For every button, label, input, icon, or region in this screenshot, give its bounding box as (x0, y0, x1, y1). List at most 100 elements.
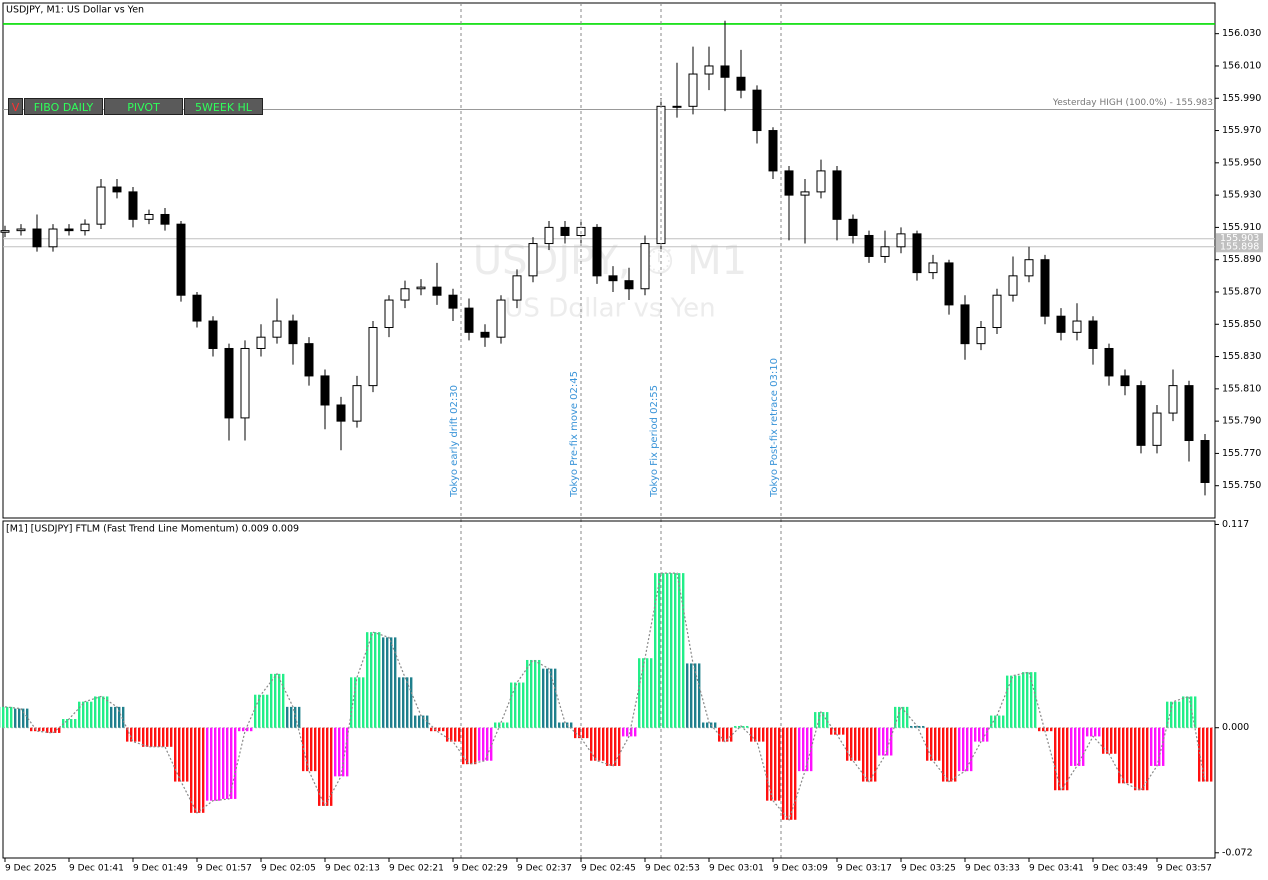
candle-body (64, 228, 74, 232)
histogram-bar (778, 727, 781, 801)
candle-body (400, 288, 410, 301)
chart-title: USDJPY, M1: US Dollar vs Yen (6, 5, 144, 16)
histogram-bar (498, 722, 501, 728)
histogram-bar (1058, 727, 1061, 791)
x-tick-label: 9 Dec 02:37 (517, 864, 572, 874)
histogram-bar (630, 727, 633, 737)
histogram-bar (1162, 727, 1165, 766)
histogram-bar (326, 727, 329, 806)
histogram-bar (966, 727, 969, 772)
histogram-bar (706, 722, 709, 728)
candle-body (32, 228, 42, 248)
histogram-bar (1170, 701, 1173, 728)
histogram-bar (674, 573, 677, 728)
histogram-bar (390, 637, 393, 728)
toolbar-button[interactable]: PIVOT (104, 98, 183, 115)
level-label: Yesterday HIGH (100.0%) - 155.983 (1052, 98, 1213, 108)
histogram-bar (322, 727, 325, 806)
histogram-bar (18, 708, 21, 728)
toolbar-button[interactable]: 5WEEK HL (184, 98, 263, 115)
candle-body (672, 105, 682, 108)
histogram-bar (866, 727, 869, 782)
histogram-bar (402, 677, 405, 728)
axis-badge-label: 155.903 (1220, 233, 1259, 244)
histogram-bar (106, 696, 109, 728)
y-tick-label: 155.770 (1222, 448, 1261, 459)
histogram-bar (1070, 727, 1073, 766)
candle-body (1008, 275, 1018, 296)
histogram-bar (482, 727, 485, 761)
x-tick-label: 9 Dec 02:53 (645, 864, 700, 874)
histogram-bar (1178, 701, 1181, 728)
candle-body (912, 233, 922, 274)
histogram-bar (1126, 727, 1129, 784)
histogram-bar (822, 712, 825, 728)
histogram-bar (1114, 727, 1117, 754)
y-tick-label: 155.930 (1222, 190, 1261, 201)
histogram-bar (842, 727, 845, 735)
histogram-bar (58, 727, 61, 733)
histogram-bar (690, 663, 693, 728)
histogram-bar (234, 727, 237, 799)
histogram-bar (342, 727, 345, 777)
histogram-bar (438, 727, 441, 732)
toolbar-button[interactable]: FIBO DAILY (24, 98, 103, 115)
histogram-bar (98, 696, 101, 728)
histogram-bar (1198, 727, 1201, 782)
histogram-bar (1082, 727, 1085, 766)
histogram-bar (474, 727, 477, 765)
histogram-bar (362, 677, 365, 728)
x-tick-label: 9 Dec 03:41 (1029, 864, 1084, 874)
momentum-line (4, 572, 1206, 821)
histogram-bar (90, 701, 93, 728)
histogram-bar (50, 727, 53, 733)
histogram-bar (466, 727, 469, 765)
histogram-bar (954, 727, 957, 782)
histogram-bar (766, 727, 769, 801)
histogram-bar (638, 658, 641, 728)
histogram-bar (606, 727, 609, 766)
histogram-bar (978, 727, 981, 742)
candle-body (384, 299, 394, 328)
histogram-bar (1046, 727, 1049, 732)
toolbar-button[interactable]: V (8, 98, 23, 115)
histogram-bar (406, 677, 409, 728)
histogram-bar (1190, 696, 1193, 728)
histogram-bar (374, 632, 377, 728)
candle-body (528, 243, 538, 277)
histogram-bar (826, 712, 829, 728)
histogram-bar (458, 727, 461, 742)
histogram-bar (714, 722, 717, 728)
candle-body (784, 170, 794, 196)
y-tick-label: 155.830 (1222, 351, 1261, 362)
histogram-bar (962, 727, 965, 772)
histogram-bar (830, 727, 833, 735)
y-tick-label: 155.970 (1222, 125, 1261, 136)
histogram-bar (670, 573, 673, 728)
histogram-bar (1078, 727, 1081, 766)
x-tick-label: 9 Dec 03:57 (1157, 864, 1212, 874)
histogram-bar (150, 727, 153, 747)
histogram-bar (642, 658, 645, 728)
histogram-bar (30, 727, 33, 732)
histogram-bar (942, 727, 945, 782)
histogram-bar (282, 673, 285, 728)
histogram-bar (654, 573, 657, 728)
y-tick-label: 155.810 (1222, 383, 1261, 394)
histogram-bar (754, 727, 757, 742)
histogram-bar (938, 727, 941, 761)
panel-frame (2, 2, 1216, 519)
histogram-bar (122, 706, 125, 728)
histogram-bar (210, 727, 213, 801)
histogram-bar (646, 658, 649, 728)
histogram-bar (530, 659, 533, 728)
candle-body (1024, 259, 1034, 277)
histogram-bar (82, 701, 85, 728)
candle-body (720, 65, 730, 78)
histogram-bar (802, 727, 805, 772)
axis-badge (1216, 233, 1263, 245)
histogram-bar (86, 701, 89, 728)
candle-body (432, 286, 442, 296)
x-tick-label: 9 Dec 03:49 (1093, 864, 1148, 874)
histogram-bar (794, 727, 797, 820)
